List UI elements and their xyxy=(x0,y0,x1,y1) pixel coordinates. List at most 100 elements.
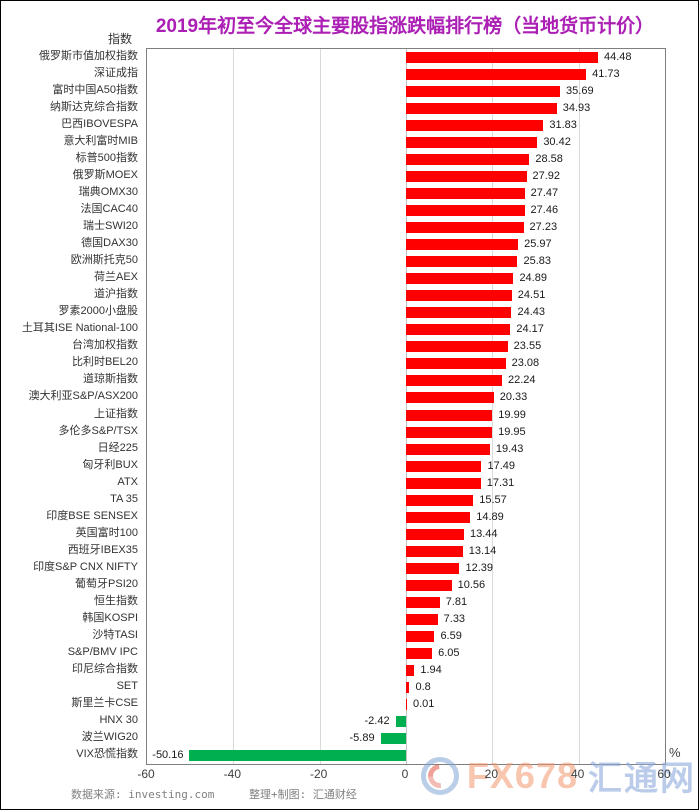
bar-value-label: 19.99 xyxy=(498,408,526,421)
category-label: 瑞士SWI20 xyxy=(82,220,138,233)
bar-value-label: 24.89 xyxy=(519,272,547,285)
category-label: 匈牙利BUX xyxy=(82,458,138,471)
bar xyxy=(406,324,511,336)
fx678-logo-icon xyxy=(420,756,459,795)
bar-value-label: 23.08 xyxy=(511,357,540,370)
bar xyxy=(406,647,433,659)
bar-value-label: 1.94 xyxy=(420,663,442,676)
category-label: 土耳其ISE National-100 xyxy=(21,322,138,335)
bar-value-label: 27.23 xyxy=(529,221,558,234)
category-label: 欧洲斯托克50 xyxy=(70,254,138,267)
bar xyxy=(406,307,512,319)
bar xyxy=(406,120,544,132)
category-label: SET xyxy=(116,679,138,692)
chart-title: 2019年初至今全球主要股指涨跌幅排行榜（当地货币计价） xyxy=(155,16,655,37)
bar-value-label: 31.83 xyxy=(549,119,577,132)
x-tick-label--20: -20 xyxy=(309,767,328,781)
bar-value-label: 23.55 xyxy=(513,340,542,353)
bar xyxy=(406,664,415,676)
bar xyxy=(406,494,474,506)
bar-value-label: 13.14 xyxy=(468,544,497,557)
footer: 数据来源: investing.com 整理+制图: 汇通财经 xyxy=(71,786,357,802)
category-label: 富时中国A50指数 xyxy=(52,84,138,97)
bar xyxy=(406,290,512,302)
bar-value-label: 25.83 xyxy=(523,255,552,268)
bar-value-label: -5.89 xyxy=(349,731,375,744)
bar xyxy=(406,511,471,523)
category-label: 道琼斯指数 xyxy=(83,373,138,386)
bar xyxy=(406,222,524,234)
category-label: 英国富时100 xyxy=(75,526,138,539)
bar-value-label: 19.43 xyxy=(495,442,524,455)
bar xyxy=(406,375,502,387)
bar xyxy=(406,579,452,591)
bar-value-label: 12.39 xyxy=(465,561,493,574)
bar xyxy=(406,256,518,268)
bar-value-label: 20.33 xyxy=(499,391,528,404)
category-label: 印尼综合指数 xyxy=(72,662,138,675)
category-label: 比利时BEL20 xyxy=(71,356,138,369)
bar-value-label: -50.16 xyxy=(152,748,184,761)
bar-value-label: 14.89 xyxy=(476,510,504,523)
category-label: 澳大利亚S&P/ASX200 xyxy=(28,390,138,403)
bar-value-label: -2.42 xyxy=(364,714,390,727)
bar xyxy=(406,188,525,200)
category-label: 西班牙IBEX35 xyxy=(67,543,138,556)
category-label: 法国CAC40 xyxy=(80,203,138,216)
bar xyxy=(406,239,519,251)
bar-value-label: 25.97 xyxy=(524,238,552,251)
category-label: 日经225 xyxy=(97,441,138,454)
category-label: 意大利富时MIB xyxy=(63,135,138,148)
x-tick-label-20: 20 xyxy=(484,767,499,781)
watermark-brand-cn: 汇通网 xyxy=(588,760,696,798)
category-label: 台湾加权指数 xyxy=(72,339,138,352)
bar-value-label: 13.44 xyxy=(470,527,498,540)
bar-value-label: 34.93 xyxy=(562,102,591,115)
category-label: 波兰WIG20 xyxy=(81,730,138,743)
bar xyxy=(380,732,406,744)
category-label: 德国DAX30 xyxy=(81,237,138,250)
bar xyxy=(406,154,530,166)
bar xyxy=(406,341,508,353)
bar-value-label: 0.8 xyxy=(415,680,431,693)
bar-value-label: 44.48 xyxy=(604,51,632,63)
bar xyxy=(406,460,482,472)
bar xyxy=(406,103,557,115)
category-label: 巴西IBOVESPA xyxy=(61,118,138,131)
category-label: 深证成指 xyxy=(94,67,138,80)
bar-value-label: 27.46 xyxy=(530,204,559,217)
watermark-brand: FX678 xyxy=(466,754,578,796)
gridline-0 xyxy=(406,49,407,764)
x-tick-label-60: 60 xyxy=(657,767,671,781)
plot-area: 44.48 41.73 35.69 34.93 31.83 30.42 28.58 27.92… xyxy=(146,48,666,765)
bar-value-label: 27.92 xyxy=(532,170,561,183)
bar-value-label: 41.73 xyxy=(592,68,620,81)
x-tick-label-40: 40 xyxy=(570,767,585,781)
category-label: VIX恐慌指数 xyxy=(76,747,138,760)
category-label: 斯里兰卡CSE xyxy=(71,696,138,709)
bar xyxy=(406,358,506,370)
bar xyxy=(406,443,490,455)
y-axis-header: 指数 xyxy=(107,32,132,46)
category-label: 标普500指数 xyxy=(75,152,138,165)
bar-value-label: 28.58 xyxy=(535,153,563,166)
data-source-text: 数据来源: investing.com xyxy=(71,788,215,801)
x-axis: -60 -40 -20 0 20 40 60 xyxy=(1,767,698,785)
category-label: 韩国KOSPI xyxy=(82,611,138,624)
x-tick-label-0: 0 xyxy=(401,767,409,781)
category-label: TA 35 xyxy=(110,492,138,505)
category-label: 恒生指数 xyxy=(94,594,138,607)
bar xyxy=(406,52,598,63)
bar xyxy=(406,426,493,438)
category-label: HNX 30 xyxy=(99,713,138,726)
bar xyxy=(189,749,406,761)
category-label: 葡萄牙PSI20 xyxy=(75,577,138,590)
bar xyxy=(406,698,407,710)
bar xyxy=(406,528,465,540)
category-label: 瑞典OMX30 xyxy=(78,186,138,199)
bar xyxy=(406,137,538,149)
category-label: 荷兰AEX xyxy=(93,271,138,284)
category-label: 上证指数 xyxy=(94,407,138,420)
x-tick-label--60: -60 xyxy=(137,767,155,781)
